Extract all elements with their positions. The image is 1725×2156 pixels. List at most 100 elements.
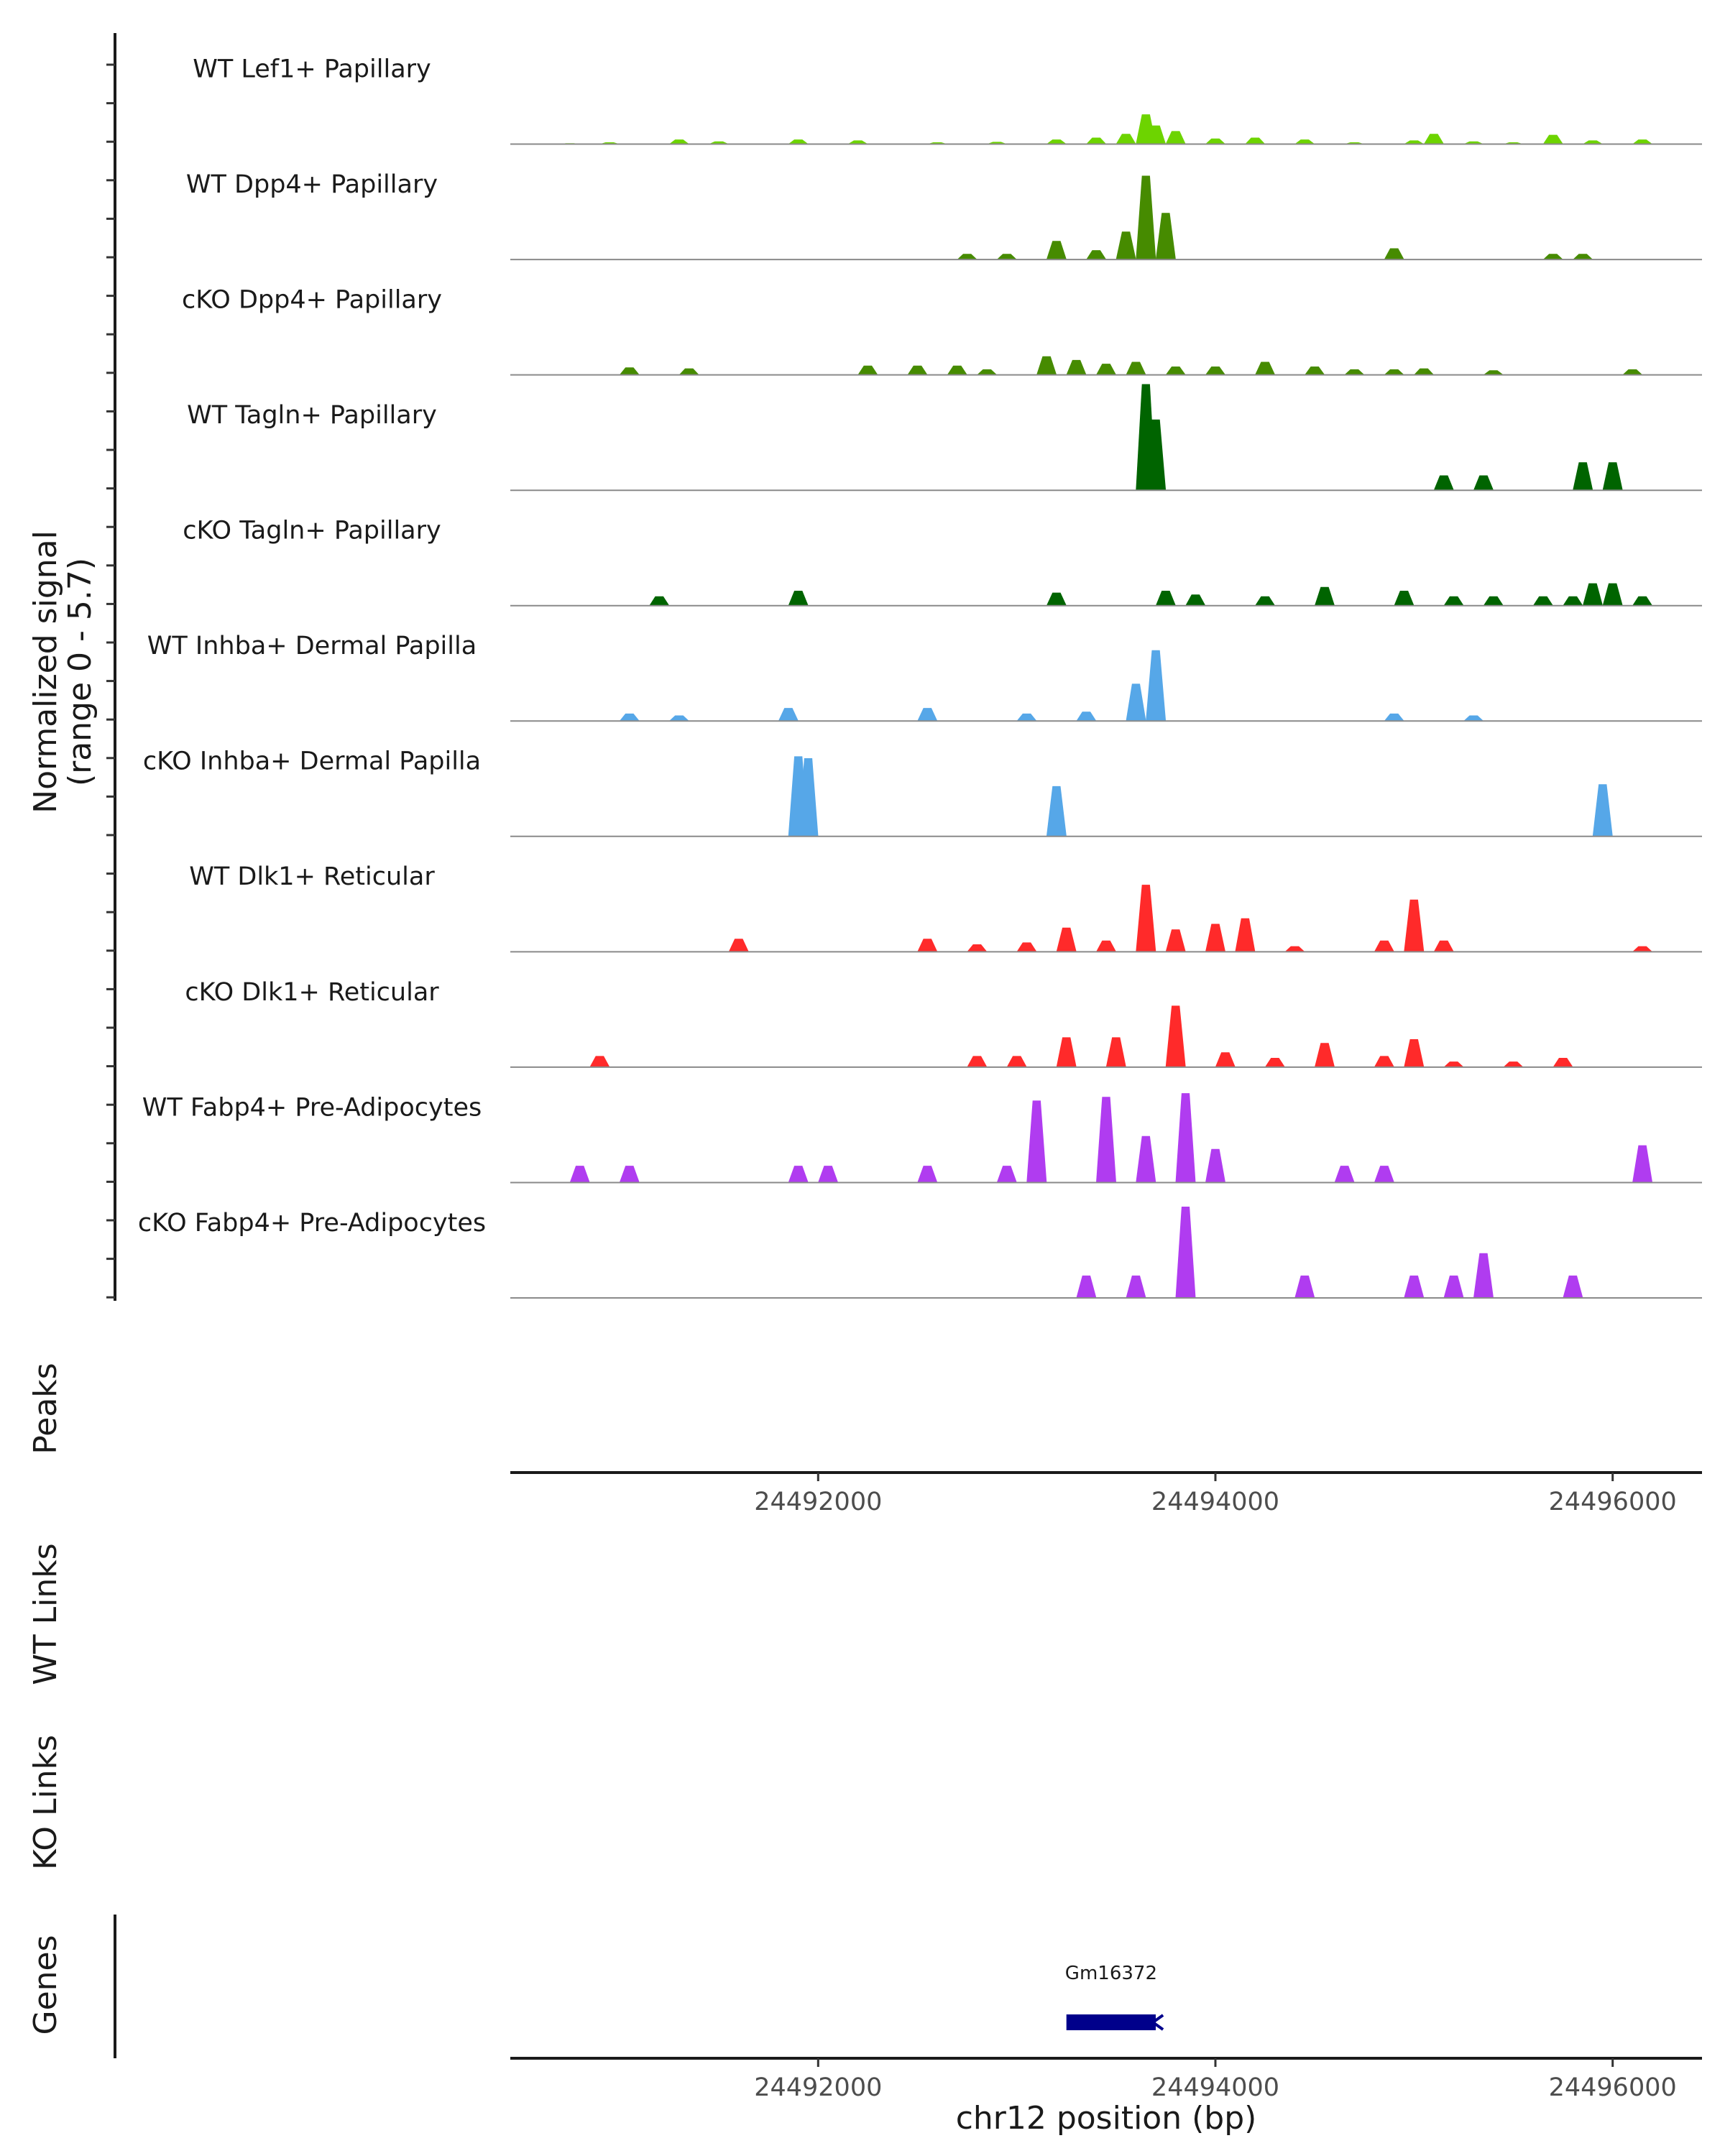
track-cko-fabp4-pre-adipocytes: cKO Fabp4+ Pre-Adipocytes [138,1207,1702,1299]
coverage-peak [1592,784,1613,837]
track-label-wt-inhba-dermal-papilla: WT Inhba+ Dermal Papilla [147,632,477,660]
coverage-peak [1583,140,1603,144]
coverage-peak [1255,361,1276,375]
coverage-peak [1036,356,1057,375]
genes-track-label: Genes [27,1935,64,2035]
coverage-peak [967,944,988,952]
track-label-cko-inhba-dermal-papilla: cKO Inhba+ Dermal Papilla [143,747,481,776]
coverage-peak [996,1166,1017,1183]
ko-links-track-label: KO Links [27,1735,64,1870]
coverage-peak [1026,1100,1047,1183]
coverage-peak [1165,929,1186,952]
signal-y-axis-ticks [106,63,115,1299]
track-label-wt-dpp4-papillary: WT Dpp4+ Papillary [186,170,438,199]
track-label-wt-tagln-papillary: WT Tagln+ Papillary [187,401,437,430]
coverage-peak [917,939,938,952]
coverage-peak [1245,137,1266,144]
gene-strand-arrow [1150,2014,1164,2031]
x-axis-label: chr12 position (bp) [956,2100,1257,2137]
track-cko-dlk1-reticular: cKO Dlk1+ Reticular [185,978,1702,1068]
coverage-peak [907,365,928,375]
coverage-peak [1016,942,1037,952]
wt-links-track-label: WT Links [27,1543,64,1685]
coverage-peak [1116,231,1136,260]
coverage-peak [1155,591,1176,606]
coverage-peak [798,758,819,837]
track-label-cko-dpp4-papillary: cKO Dpp4+ Papillary [182,286,442,315]
coverage-peak [1632,946,1653,952]
coverage-peak [847,140,868,144]
coverage-peak [569,1166,590,1183]
coverage-peak [1374,940,1394,952]
coverage-peak [1374,1056,1394,1067]
coverage-peak [1632,596,1653,606]
coverage-peak [1205,923,1225,952]
coverage-peak [1384,248,1404,260]
coverage-tracks: WT Lef1+ Papillary WT Dpp4+ Papillary cKO … [138,55,1702,1299]
coverage-peak [1532,596,1553,606]
coverage-peak [917,708,938,722]
coverage-peak [1315,1043,1335,1067]
track-wt-tagln-papillary: WT Tagln+ Papillary [187,384,1702,492]
coverage-peak [1056,927,1077,952]
coverage-peak [1443,1275,1464,1298]
coverage-peak [1443,1061,1464,1067]
track-wt-inhba-dermal-papilla: WT Inhba+ Dermal Papilla [147,632,1702,722]
coverage-peak [1205,138,1225,144]
coverage-peak [728,939,749,952]
coverage-peak [1344,369,1365,375]
coverage-peak [778,708,799,722]
coverage-peak [1414,368,1435,375]
coverage-peak [1116,134,1136,144]
coverage-peak [1573,462,1593,491]
coverage-peak [1146,419,1167,491]
track-label-wt-dlk1-reticular: WT Dlk1+ Reticular [189,862,435,891]
coverage-peak [1294,1275,1315,1298]
coverage-peak [1185,594,1206,606]
coverage-peak [788,591,809,606]
coverage-peak [1205,367,1225,375]
track-wt-lef1-papillary: WT Lef1+ Papillary [193,55,1702,145]
coverage-peak [1542,254,1563,260]
coverage-peak [977,369,998,375]
coverage-peak [1046,592,1067,606]
coverage-peak [957,254,978,260]
coverage-peak [1473,475,1494,491]
coverage-peak [1126,683,1146,722]
coverage-peak [1602,583,1623,606]
coverage-peak [1086,137,1107,144]
coverage-peak [1046,139,1067,144]
x-tick-label: 24492000 [754,2073,882,2102]
coverage-peak [1076,711,1097,722]
coverage-peak [1394,591,1414,606]
coverage-peak [1016,713,1037,722]
coverage-peak [1136,175,1156,260]
track-label-wt-lef1-papillary: WT Lef1+ Papillary [193,55,431,83]
coverage-peak [619,367,640,375]
x-tick-label: 24496000 [1549,2073,1677,2102]
coverage-peak [996,254,1017,260]
track-cko-inhba-dermal-papilla: cKO Inhba+ Dermal Papilla [143,747,1702,837]
x-tick-label: 24492000 [754,1488,882,1516]
x-tick-label: 24494000 [1151,1488,1279,1516]
coverage-peak [1404,1039,1425,1067]
coverage-peak [1404,899,1425,952]
coverage-peak [1424,134,1444,144]
coverage-peak [1483,596,1504,606]
coverage-peak [1583,583,1603,606]
coverage-peak [1165,131,1186,144]
x-axis-top-ticks: 24492000 24494000 24496000 [754,1473,1677,1516]
coverage-peak [1602,462,1623,491]
coverage-peak [1632,139,1653,144]
x-tick-label: 24494000 [1151,2073,1279,2102]
gene-gm16372: Gm16372 [1065,1963,1164,2031]
coverage-peak [1175,1093,1196,1183]
coverage-peak [619,713,640,722]
coverage-peak [1126,1275,1146,1298]
coverage-peak [1105,1037,1126,1067]
coverage-peak [589,1056,610,1067]
coverage-peak [1573,254,1593,260]
coverage-peak [1165,367,1186,375]
gene-label: Gm16372 [1065,1963,1157,1984]
